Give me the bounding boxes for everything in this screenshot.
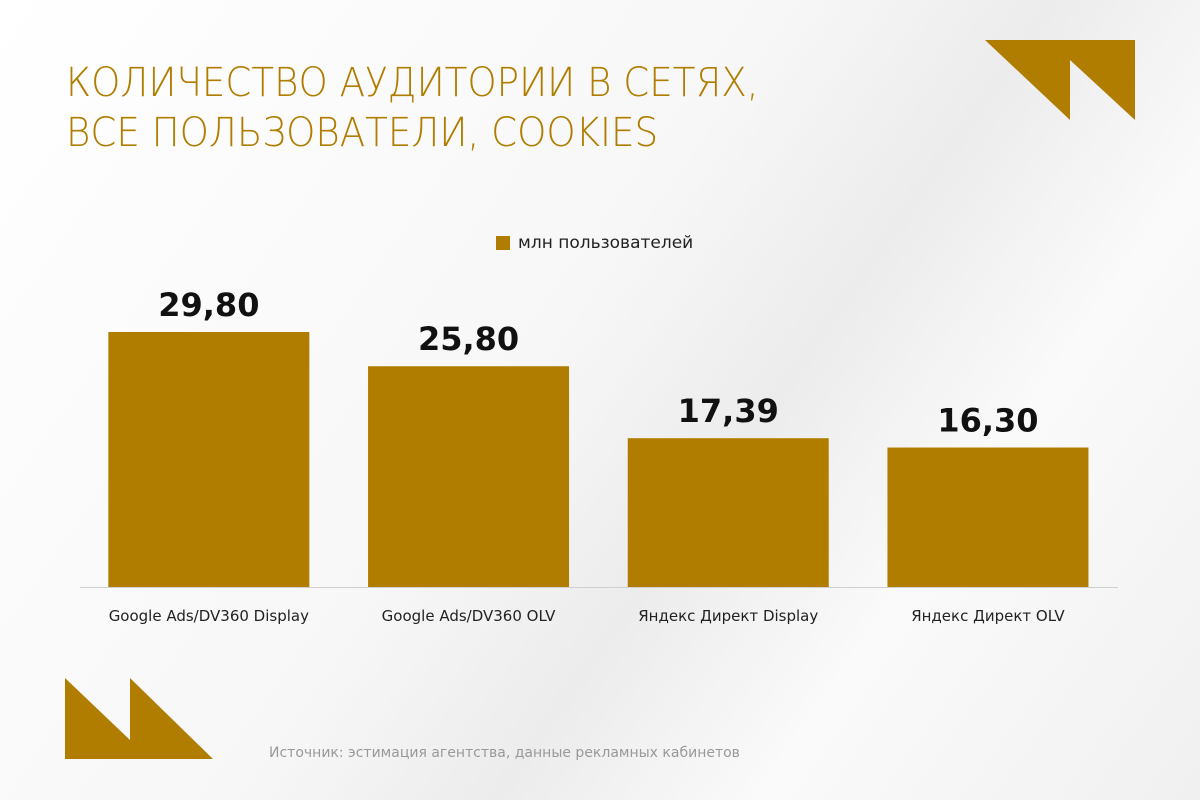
- source-note: Источник: эстимация агентства, данные ре…: [269, 745, 740, 761]
- bar: [108, 332, 310, 587]
- data-label: 16,30: [937, 402, 1038, 440]
- legend-swatch: [496, 236, 510, 250]
- title-line-1: КОЛИЧЕСТВО АУДИТОРИИ В СЕТЯХ,: [66, 60, 759, 106]
- data-label: 25,80: [418, 320, 519, 358]
- corner-logo-bottom-left: [65, 678, 213, 759]
- corner-logo-top-right: [985, 40, 1135, 120]
- data-label: 17,39: [678, 392, 779, 430]
- data-label: 29,80: [158, 286, 259, 324]
- chart-legend: млн пользователей: [496, 233, 693, 253]
- bar: [368, 366, 570, 587]
- x-tick-label: Яндекс Директ OLV: [911, 607, 1065, 625]
- x-tick-label: Google Ads/DV360 OLV: [382, 607, 557, 625]
- legend-label: млн пользователей: [518, 233, 694, 253]
- page-title: КОЛИЧЕСТВО АУДИТОРИИ В СЕТЯХ, ВСЕ ПОЛЬЗО…: [66, 58, 759, 158]
- x-tick-label: Яндекс Директ Display: [638, 607, 818, 625]
- bar: [887, 447, 1089, 587]
- title-line-2: ВСЕ ПОЛЬЗОВАТЕЛИ, COOKIES: [66, 110, 659, 156]
- x-tick-label: Google Ads/DV360 Display: [109, 607, 309, 625]
- bar: [627, 438, 829, 587]
